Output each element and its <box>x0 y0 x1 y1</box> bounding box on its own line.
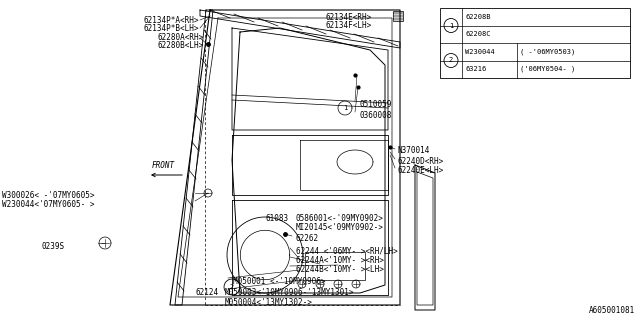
Text: 0586001<-'09MY0902>: 0586001<-'09MY0902> <box>296 214 384 223</box>
Text: 62208C: 62208C <box>465 31 490 37</box>
Text: 0360008: 0360008 <box>359 111 392 120</box>
Text: ('06MY0504- ): ('06MY0504- ) <box>520 66 575 73</box>
Text: M050001 <-'10MY0906>: M050001 <-'10MY0906> <box>233 277 326 286</box>
Text: 63216: 63216 <box>465 66 486 72</box>
Text: 62208B: 62208B <box>465 14 490 20</box>
Text: 1: 1 <box>343 105 347 111</box>
Text: W230044: W230044 <box>465 49 495 55</box>
Text: 62262: 62262 <box>296 234 319 243</box>
Text: 61083: 61083 <box>265 214 288 223</box>
Text: 62240D<RH>: 62240D<RH> <box>398 157 444 166</box>
Text: FRONT: FRONT <box>152 161 175 170</box>
Text: 62134P*A<RH>: 62134P*A<RH> <box>143 16 198 25</box>
Text: M050003<'10MY0906-'13MY1301>: M050003<'10MY0906-'13MY1301> <box>225 288 355 297</box>
Text: ( -'06MY0503): ( -'06MY0503) <box>520 49 575 55</box>
Text: W300026< -'07MY0605>: W300026< -'07MY0605> <box>2 191 95 200</box>
Text: A605001081: A605001081 <box>589 306 635 315</box>
Text: 2: 2 <box>449 58 453 63</box>
Text: 62240E<LH>: 62240E<LH> <box>398 166 444 175</box>
Text: 62244B<'10MY- ><LH>: 62244B<'10MY- ><LH> <box>296 265 384 274</box>
Text: 62134E<RH>: 62134E<RH> <box>325 13 371 22</box>
Text: N370014: N370014 <box>398 146 430 155</box>
Text: M050004<'13MY1302->: M050004<'13MY1302-> <box>225 298 313 307</box>
Text: 62280A<RH>: 62280A<RH> <box>157 33 204 42</box>
Text: 1: 1 <box>449 22 453 28</box>
Bar <box>440 8 630 78</box>
Text: 0239S: 0239S <box>42 242 65 251</box>
Text: 62280B<LH>: 62280B<LH> <box>157 41 204 50</box>
Text: MI20145<'09MY0902->: MI20145<'09MY0902-> <box>296 223 384 232</box>
Text: 62134P*B<LH>: 62134P*B<LH> <box>143 24 198 33</box>
Text: 62124: 62124 <box>195 288 218 297</box>
Bar <box>305 252 365 280</box>
Text: 0510059: 0510059 <box>359 100 392 109</box>
Text: 62244 <'06MY- ><RH/LH>: 62244 <'06MY- ><RH/LH> <box>296 247 397 256</box>
Text: 2: 2 <box>230 284 234 290</box>
Text: W230044<'07MY0605- >: W230044<'07MY0605- > <box>2 200 95 209</box>
Text: 62244A<'10MY- ><RH>: 62244A<'10MY- ><RH> <box>296 256 384 265</box>
Bar <box>393 11 403 21</box>
Text: 62134F<LH>: 62134F<LH> <box>325 21 371 30</box>
